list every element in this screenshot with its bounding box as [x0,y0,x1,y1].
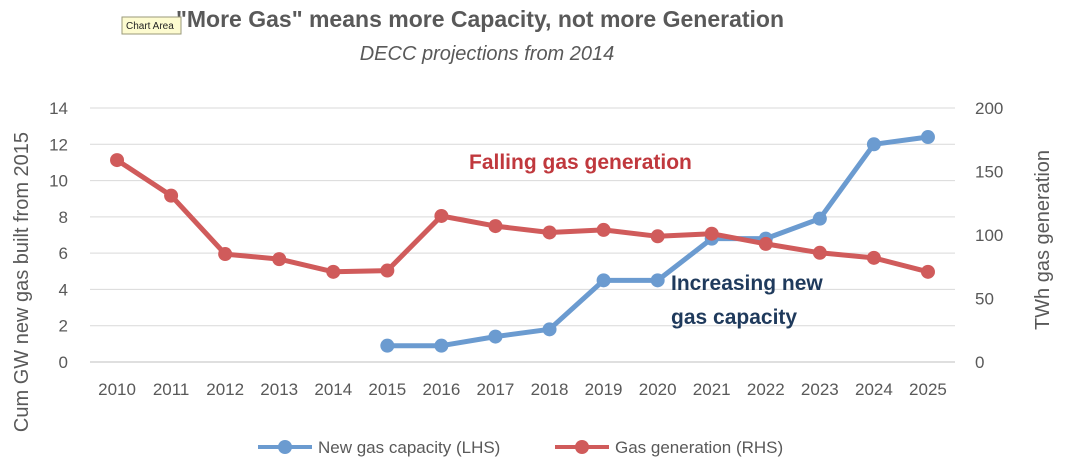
y-tick-right: 50 [975,290,994,309]
data-point-capacity [650,273,665,288]
y-tick-left: 4 [59,280,68,299]
y-tick-right: 0 [975,353,984,372]
tooltip-box [121,16,182,35]
data-point-generation [488,219,503,234]
data-point-generation [380,263,395,278]
y-tick-left: 10 [49,172,68,191]
y-axis-left: 0 2 4 6 8 10 12 14 [49,99,68,372]
legend-label-capacity: New gas capacity (LHS) [318,438,500,457]
legend-label-generation: Gas generation (RHS) [615,438,783,457]
x-tick-label: 2019 [585,380,623,399]
annotation-falling-generation: Falling gas generation [469,151,692,174]
data-point-generation [866,250,881,265]
x-tick-label: 2021 [693,380,731,399]
x-tick-label: 2022 [747,380,785,399]
data-point-generation [326,264,341,279]
x-tick-label: 2012 [206,380,244,399]
legend-item-capacity[interactable]: New gas capacity (LHS) [258,438,500,457]
x-tick-label: 2023 [801,380,839,399]
y-tick-left: 2 [59,317,68,336]
data-point-generation [812,245,827,260]
x-tick-label: 2013 [260,380,298,399]
data-point-capacity [380,338,395,353]
x-tick-label: 2014 [314,380,352,399]
data-point-generation [110,153,125,168]
data-point-generation [704,226,719,241]
data-point-generation [542,225,557,240]
data-point-capacity [488,329,503,344]
y-axis-left-title: Cum GW new gas built from 2015 [11,132,33,432]
x-tick-label: 2016 [422,380,460,399]
y-tick-left: 14 [49,99,68,118]
legend-marker-capacity [278,440,292,454]
x-tick-label: 2018 [531,380,569,399]
series-line-generation [114,157,931,275]
y-tick-left: 0 [59,353,68,372]
y-tick-left: 12 [49,135,68,154]
data-point-generation [650,229,665,244]
y-tick-right: 100 [975,226,1003,245]
y-tick-left: 8 [59,208,68,227]
tooltip-text: Chart Area [126,21,174,32]
data-point-generation [920,264,935,279]
y-tick-right: 150 [975,163,1003,182]
annotation-increasing-capacity-line2: gas capacity [671,306,797,329]
data-point-capacity [812,211,827,226]
data-point-generation [434,208,449,223]
x-tick-label: 2020 [639,380,677,399]
legend-marker-generation [575,440,589,454]
chart-title: "More Gas" means more Capacity, not more… [176,6,784,32]
y-tick-left: 6 [59,244,68,263]
gridlines [90,107,955,363]
data-point-capacity [542,322,557,337]
data-point-capacity [596,273,611,288]
data-point-capacity [434,338,449,353]
data-point-capacity [920,130,935,145]
data-point-generation [758,236,773,251]
x-tick-label: 2011 [153,380,190,399]
x-tick-label: 2025 [909,380,947,399]
x-tick-label: 2015 [368,380,406,399]
legend-item-generation[interactable]: Gas generation (RHS) [555,438,783,457]
x-tick-label: 2024 [855,380,893,399]
y-axis-right-title: TWh gas generation [1032,150,1054,330]
y-axis-right: 0 50 100 150 200 [975,99,1003,372]
legend: New gas capacity (LHS) Gas generation (R… [258,438,783,457]
x-axis: 2010 2011 2012 2013 2014 2015 2016 2017 2018 2019… [98,380,947,399]
data-point-generation [596,222,611,237]
series-layer [110,130,935,353]
y-tick-right: 200 [975,99,1003,118]
data-point-generation [218,247,233,262]
annotation-increasing-capacity-line1: Increasing new [671,272,823,295]
x-tick-label: 2017 [477,380,515,399]
x-tick-label: 2010 [98,380,136,399]
tooltip: Chart Area [121,16,182,35]
data-point-generation [164,188,179,203]
data-point-generation [272,252,287,267]
data-point-capacity [866,137,881,152]
chart-subtitle: DECC projections from 2014 [360,43,615,65]
